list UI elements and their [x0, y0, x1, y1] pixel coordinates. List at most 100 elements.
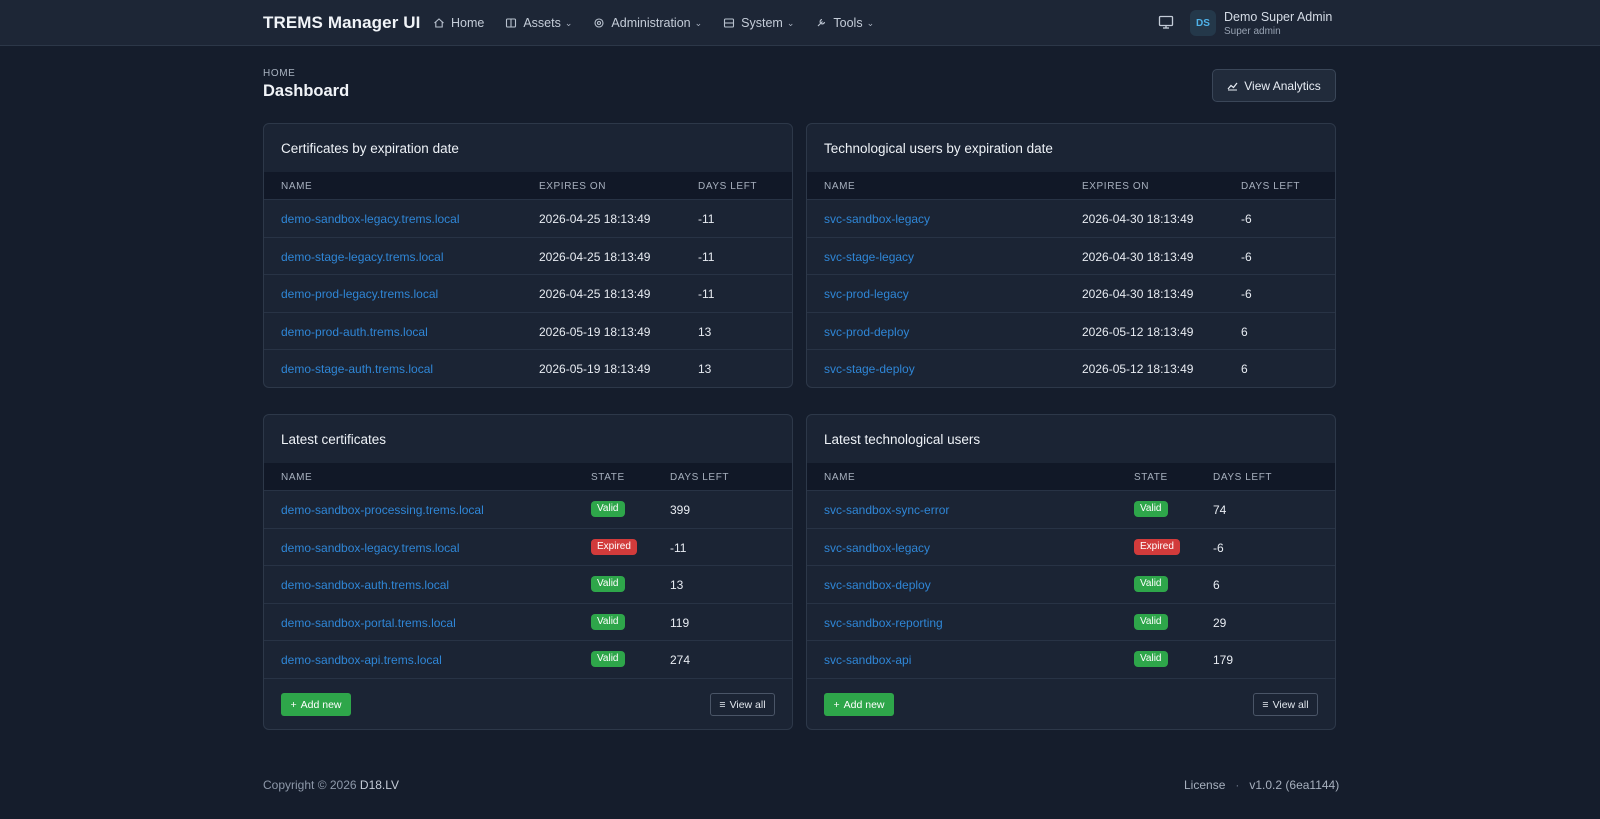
user-link[interactable]: svc-stage-legacy [824, 249, 915, 264]
view-all-users-button[interactable]: ≡ View all [1253, 693, 1318, 716]
col-days-header: DAYS LEFT [1241, 181, 1301, 192]
nav-administration[interactable]: Administration ⌄ [593, 16, 702, 30]
certificate-link[interactable]: demo-stage-auth.trems.local [281, 362, 434, 376]
expires-on: 2026-05-19 18:13:49 [539, 362, 651, 376]
user-link[interactable]: svc-sandbox-sync-error [824, 503, 950, 517]
status-badge: Valid [591, 576, 625, 592]
brand-title[interactable]: TREMS Manager UI [263, 13, 421, 32]
days-left: 6 [1241, 324, 1248, 339]
top-navbar: TREMS Manager UI Home Assets ⌄ Administr… [0, 0, 1600, 46]
user-link[interactable]: svc-sandbox-reporting [824, 615, 943, 630]
table-header: NAME STATE DAYS LEFT [264, 463, 792, 490]
company-link[interactable]: D18.LV [359, 778, 400, 792]
expires-on: 2026-04-30 18:13:49 [1082, 287, 1194, 301]
add-certificate-button[interactable]: + Add new [281, 693, 351, 716]
certificate-link[interactable]: demo-prod-legacy.trems.local [281, 287, 439, 301]
table-row: svc-sandbox-legacy Expired -6 [807, 527, 1335, 566]
certificate-link[interactable]: demo-prod-auth.trems.local [281, 324, 428, 339]
breadcrumb[interactable]: HOME [263, 68, 296, 79]
certificate-link[interactable]: demo-stage-legacy.trems.local [281, 249, 444, 264]
main-nav: Home Assets ⌄ Administration ⌄ System ⌄ … [433, 0, 895, 46]
table-row: svc-stage-deploy 2026-05-12 18:13:49 6 [807, 349, 1335, 387]
nav-administration-label: Administration [611, 16, 691, 30]
certificate-link[interactable]: demo-sandbox-auth.trems.local [281, 578, 450, 592]
expires-on: 2026-04-30 18:13:49 [1082, 212, 1194, 226]
footer-meta: License · v1.0.2 (6ea1144) [1184, 778, 1339, 792]
view-analytics-button[interactable]: View Analytics [1212, 69, 1336, 102]
user-name[interactable]: Demo Super Admin [1224, 10, 1333, 24]
chevron-down-icon: ⌄ [786, 17, 795, 28]
plus-icon: + [290, 698, 297, 711]
status-badge: Valid [1134, 651, 1168, 667]
days-left: 274 [670, 653, 691, 667]
days-left: 74 [1213, 503, 1227, 517]
user-link[interactable]: svc-sandbox-api [824, 653, 912, 667]
certificate-link[interactable]: demo-sandbox-processing.trems.local [281, 503, 484, 517]
plus-icon: + [833, 698, 840, 711]
days-left: 6 [1241, 362, 1248, 376]
col-name-header: NAME [281, 472, 313, 483]
days-left: -6 [1241, 212, 1252, 226]
footer-copyright: Copyright © 2026 D18.LV [263, 778, 399, 792]
status-badge: Valid [1134, 613, 1168, 630]
user-link[interactable]: svc-prod-deploy [824, 324, 910, 339]
footer-separator: · [1235, 778, 1240, 792]
col-name-header: NAME [824, 472, 856, 483]
certificate-link[interactable]: demo-sandbox-portal.trems.local [281, 615, 456, 630]
days-left: -6 [1241, 287, 1252, 301]
license-link[interactable]: License [1184, 778, 1226, 792]
status-badge: Valid [591, 651, 625, 667]
days-left: -11 [670, 540, 687, 555]
table-row: demo-stage-legacy.trems.local 2026-04-25… [264, 236, 792, 275]
status-badge: Expired [1134, 538, 1180, 555]
status-badge: Valid [591, 613, 625, 630]
col-expires-header: EXPIRES ON [1082, 181, 1150, 192]
certificate-link[interactable]: demo-sandbox-legacy.trems.local [281, 212, 460, 226]
nav-home[interactable]: Home [433, 16, 484, 30]
expires-on: 2026-04-25 18:13:49 [539, 249, 651, 264]
expires-on: 2026-05-12 18:13:49 [1082, 362, 1194, 376]
add-new-label: Add new [843, 698, 885, 711]
certificate-link[interactable]: demo-sandbox-legacy.trems.local [281, 540, 460, 555]
avatar[interactable]: DS [1190, 10, 1216, 36]
days-left: 29 [1213, 615, 1227, 630]
col-state-header: STATE [591, 472, 625, 483]
card-title: Certificates by expiration date [281, 141, 459, 156]
nav-tools[interactable]: Tools ⌄ [815, 16, 874, 30]
view-all-label: View all [729, 698, 766, 711]
user-link[interactable]: svc-stage-deploy [824, 362, 915, 376]
table-row: demo-sandbox-api.trems.local Valid 274 [264, 640, 792, 678]
table-row: demo-stage-auth.trems.local 2026-05-19 1… [264, 349, 792, 387]
nav-system-label: System [741, 16, 783, 30]
expires-on: 2026-04-25 18:13:49 [539, 212, 651, 226]
days-left: 13 [670, 578, 684, 592]
certificates-expiration-card: Certificates by expiration date NAME EXP… [263, 123, 793, 388]
add-new-label: Add new [300, 698, 342, 711]
col-name-header: NAME [824, 181, 856, 192]
status-badge: Valid [1134, 501, 1168, 517]
add-user-button[interactable]: + Add new [824, 693, 894, 716]
home-icon [434, 18, 444, 28]
days-left: 6 [1213, 578, 1220, 592]
col-days-header: DAYS LEFT [670, 472, 730, 483]
monitor-icon[interactable] [1158, 14, 1174, 30]
user-link[interactable]: svc-sandbox-legacy [824, 212, 931, 226]
user-link[interactable]: svc-sandbox-deploy [824, 578, 931, 592]
nav-system[interactable]: System ⌄ [723, 16, 794, 30]
col-name-header: NAME [281, 181, 313, 192]
table-header: NAME STATE DAYS LEFT [807, 463, 1335, 490]
table-header: NAME EXPIRES ON DAYS LEFT [264, 172, 792, 199]
days-left: 399 [670, 503, 691, 517]
latest-certificates-card: Latest certificates NAME STATE DAYS LEFT… [263, 414, 793, 730]
assets-icon [506, 18, 517, 28]
user-link[interactable]: svc-prod-legacy [824, 287, 909, 301]
days-left: 179 [1213, 653, 1234, 667]
view-all-certificates-button[interactable]: ≡ View all [710, 693, 775, 716]
chevron-down-icon: ⌄ [694, 17, 703, 28]
status-badge: Expired [591, 538, 637, 555]
nav-assets[interactable]: Assets ⌄ [505, 16, 572, 30]
table-row: demo-sandbox-legacy.trems.local Expired … [264, 527, 792, 566]
chevron-down-icon: ⌄ [866, 17, 875, 28]
user-link[interactable]: svc-sandbox-legacy [824, 540, 931, 555]
certificate-link[interactable]: demo-sandbox-api.trems.local [281, 653, 442, 667]
